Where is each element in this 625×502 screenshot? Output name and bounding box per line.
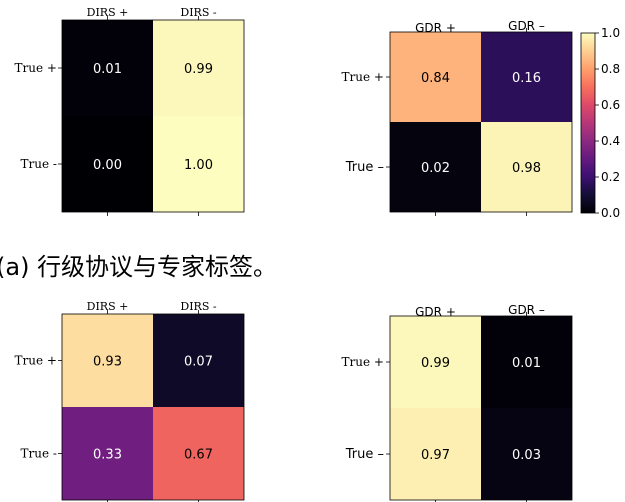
col-label-2: DIRS - [180, 300, 216, 313]
heatmap-cell-r1-c2 [153, 20, 244, 116]
heatmap-cell-r2-c2 [481, 408, 572, 500]
heatmap-panel-3: 0.93 0.07 0.33 0.67 DIRS + DIRS - True + True - [15, 300, 245, 502]
row-label-1: True + [15, 354, 57, 368]
row-label-2: True – [345, 160, 384, 175]
heatmap-cell-r2-c1 [62, 407, 153, 500]
heatmap-frame [61, 313, 245, 501]
heatmap-frame [389, 315, 573, 501]
heatmap-cell-r2-c2 [481, 122, 572, 212]
cell-value-r1-c1: 0.01 [93, 62, 122, 77]
cell-value-r1-c2: 0.99 [184, 62, 213, 77]
row-label-1: True + [342, 70, 384, 84]
col-label-1: DIRS + [87, 6, 129, 19]
heatmap-panel-2: 0.84 0.16 0.02 0.98 GDR + GDR – True + True – [342, 19, 573, 216]
col-label-1: GDR + [415, 21, 456, 35]
cell-value-r1-c1: 0.84 [421, 71, 450, 86]
heatmap-cell-r1-c2 [481, 32, 572, 122]
heatmap-cell-r1-c1 [390, 316, 481, 408]
col-label-2: GDR – [508, 19, 545, 33]
row-label-2: True - [21, 157, 57, 171]
heatmap-cell-r1-c2 [153, 314, 244, 407]
heatmap-frame [61, 19, 245, 213]
row-label-2: True - [21, 447, 57, 461]
heatmap-cell-r2-c2 [153, 407, 244, 500]
heatmap-cell-r2-c1 [62, 116, 153, 212]
cell-value-r1-c2: 0.16 [512, 71, 541, 86]
caption-a: (a) 行级协议与专家标签。 [0, 253, 277, 281]
cell-value-r2-c2: 0.03 [512, 448, 541, 463]
colorbar-tick-label-5: 0.2 [601, 170, 620, 184]
cell-value-r2-c1: 0.33 [93, 448, 122, 463]
cell-value-r2-c2: 0.67 [184, 448, 213, 463]
row-label-2: True – [345, 447, 384, 462]
heatmap-cell-r1-c1 [62, 314, 153, 407]
colorbar: 1.0 0.8 0.6 0.4 0.2 0.0 [580, 26, 620, 220]
cell-value-r2-c1: 0.02 [421, 161, 450, 176]
cell-value-r2-c2: 0.98 [512, 161, 541, 176]
colorbar-tick-label-1: 1.0 [601, 26, 620, 40]
heatmap-panels: 0.01 0.99 0.00 1.00 DIRS + DIRS - True + True -… [15, 6, 573, 502]
heatmap-cell-r1-c1 [390, 32, 481, 122]
cell-value-r1-c1: 0.99 [421, 356, 450, 371]
heatmap-cell-r1-c2 [481, 316, 572, 408]
heatmap-panel-1: 0.01 0.99 0.00 1.00 DIRS + DIRS - True + True - [15, 6, 245, 216]
col-label-2: DIRS - [180, 6, 216, 19]
col-label-2: GDR – [508, 303, 545, 317]
cell-value-r1-c1: 0.93 [93, 355, 122, 370]
heatmap-cell-r2-c1 [390, 408, 481, 500]
colorbar-tick-label-4: 0.4 [601, 134, 620, 148]
colorbar-tick-label-6: 0.0 [601, 206, 620, 220]
cell-value-r2-c1: 0.00 [93, 158, 122, 173]
heatmap-cell-r2-c1 [390, 122, 481, 212]
cell-value-r2-c1: 0.97 [421, 448, 450, 463]
colorbar-tick-label-2: 0.8 [601, 62, 620, 76]
row-label-1: True + [342, 355, 384, 369]
heatmap-frame [389, 31, 573, 213]
heatmap-cell-r2-c2 [153, 116, 244, 212]
heatmap-cell-r1-c1 [62, 20, 153, 116]
cell-value-r1-c2: 0.01 [512, 356, 541, 371]
colorbar-tick-label-3: 0.6 [601, 98, 620, 112]
row-label-1: True + [15, 61, 57, 75]
col-label-1: DIRS + [87, 300, 129, 313]
col-label-1: GDR + [415, 305, 456, 319]
heatmap-panel-4: 0.99 0.01 0.97 0.03 GDR + GDR – True + True – [342, 303, 573, 502]
cell-value-r1-c2: 0.07 [184, 355, 213, 370]
cell-value-r2-c2: 1.00 [184, 158, 213, 173]
colorbar-gradient [580, 32, 596, 214]
